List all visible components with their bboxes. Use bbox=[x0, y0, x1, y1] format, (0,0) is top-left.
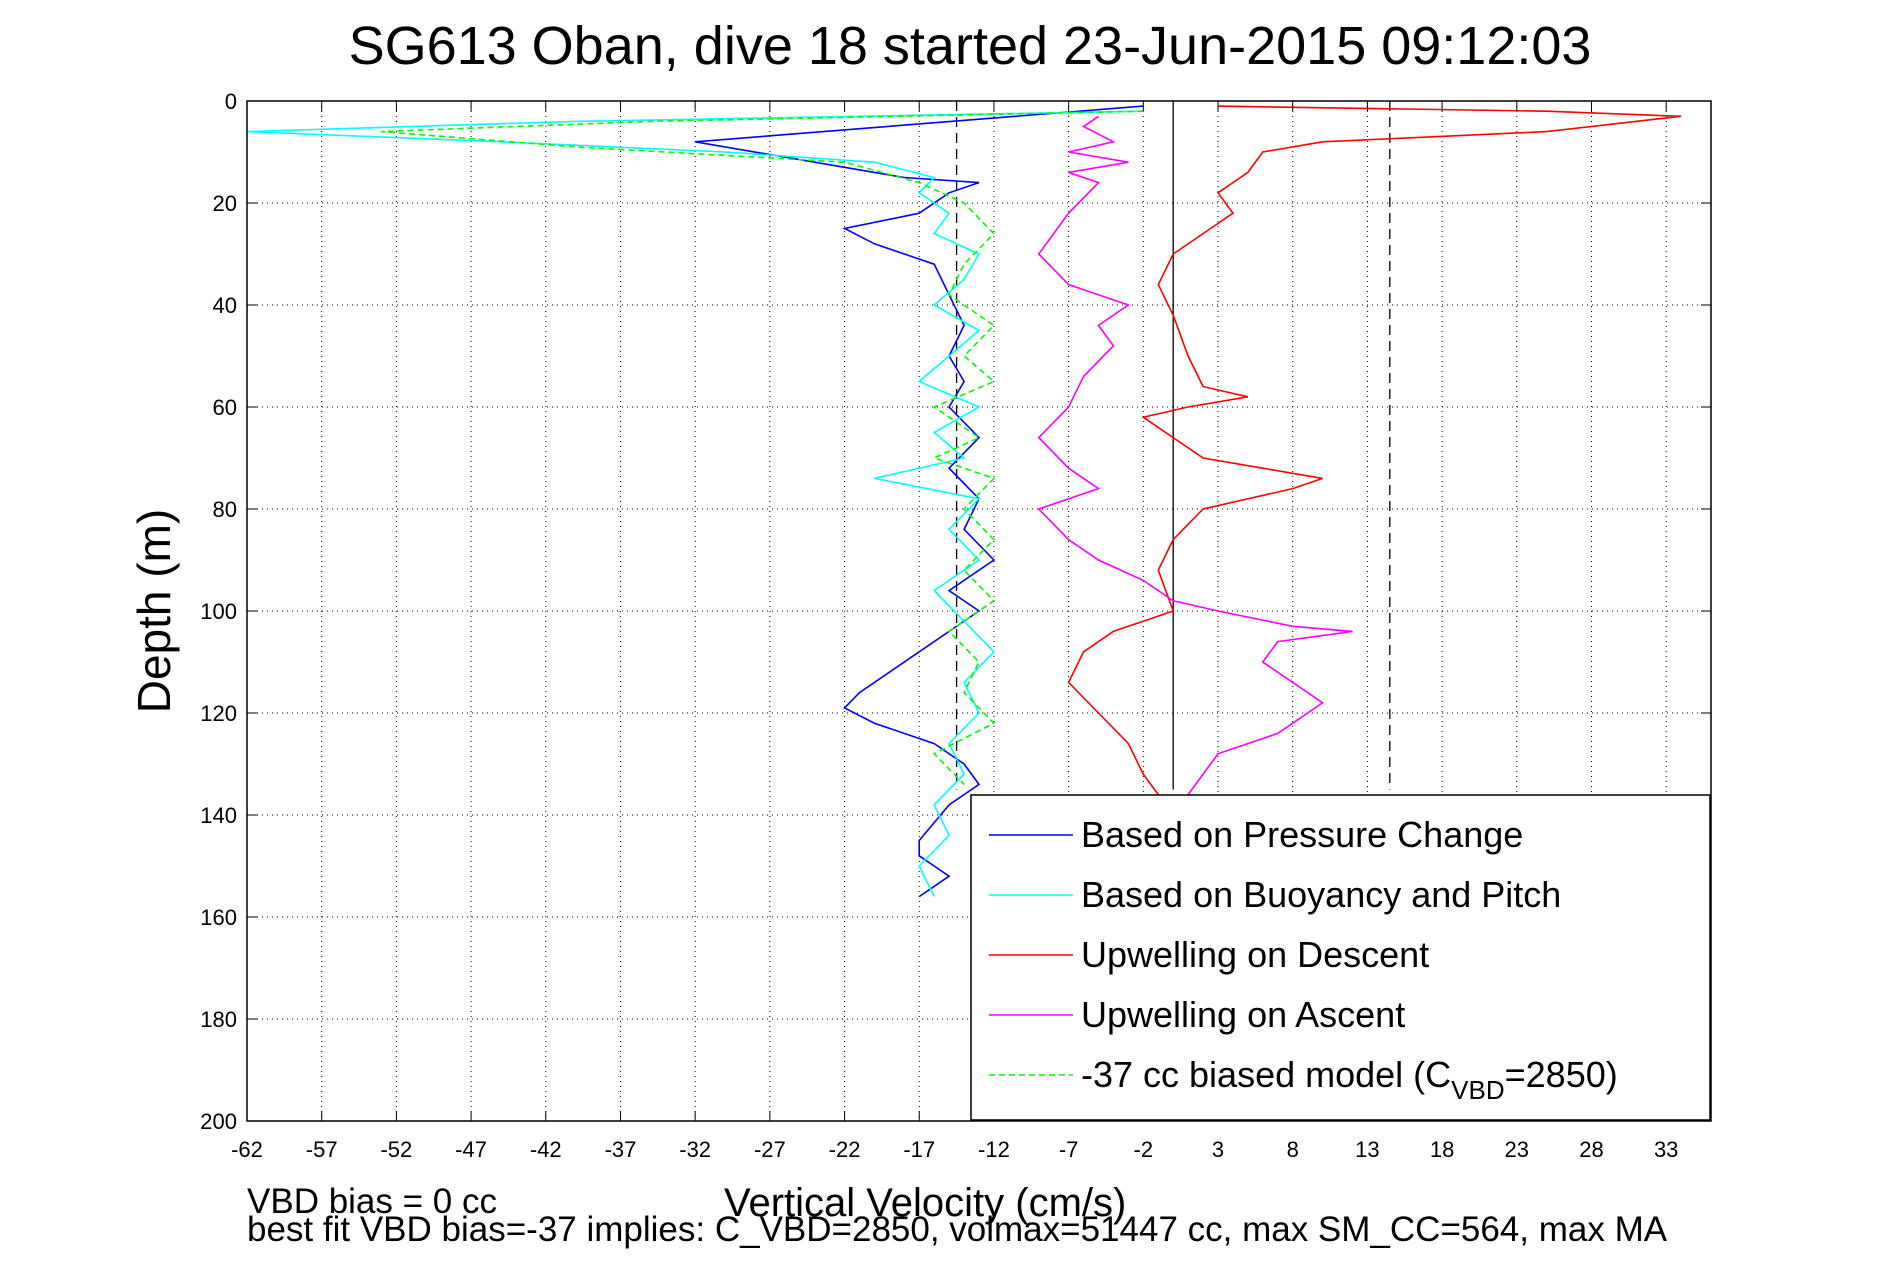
y-tick-label: 60 bbox=[213, 395, 237, 420]
legend-entry: Based on Pressure Change bbox=[1081, 814, 1523, 855]
legend-entry-subscript: VBD bbox=[1451, 1075, 1504, 1105]
x-tick-label: -62 bbox=[231, 1137, 263, 1162]
y-tick-label: 100 bbox=[200, 599, 237, 624]
legend-entry: -37 cc biased model (CVBD=2850) bbox=[1081, 1054, 1618, 1105]
x-tick-label: -2 bbox=[1134, 1137, 1154, 1162]
x-tick-label: 3 bbox=[1212, 1137, 1224, 1162]
x-tick-label: 33 bbox=[1654, 1137, 1678, 1162]
legend-entry: Upwelling on Ascent bbox=[1081, 994, 1405, 1035]
x-tick-label: -42 bbox=[530, 1137, 562, 1162]
y-tick-label: 160 bbox=[200, 905, 237, 930]
y-tick-label: 120 bbox=[200, 701, 237, 726]
reference-lines bbox=[955, 101, 1391, 790]
x-tick-label: -47 bbox=[455, 1137, 487, 1162]
legend-entry-end: =2850) bbox=[1505, 1054, 1618, 1095]
plot-border bbox=[246, 100, 1712, 1122]
series-line-3 bbox=[1037, 115, 1353, 796]
y-tick-label: 200 bbox=[200, 1109, 237, 1134]
series-line-1 bbox=[246, 110, 1144, 897]
x-tick-label: -32 bbox=[679, 1137, 711, 1162]
y-tick-label: 80 bbox=[213, 497, 237, 522]
x-tick-label: -7 bbox=[1059, 1137, 1079, 1162]
x-tick-labels: -62 -57 -52 -47 -42 -37 -32 -27 -22 -17 -12 -7 -2 3 8 1… bbox=[231, 1137, 1678, 1162]
footer-line-2: best fit VBD bias=-37 implies: C_VBD=285… bbox=[247, 1210, 1668, 1249]
x-tick-label: 18 bbox=[1430, 1137, 1454, 1162]
x-tick-label: -52 bbox=[380, 1137, 412, 1162]
legend-box bbox=[970, 794, 1711, 1121]
legend: Based on Pressure Change Based on Buoyanc… bbox=[970, 794, 1711, 1121]
series-line-0 bbox=[695, 105, 1144, 898]
x-tick-label: -22 bbox=[829, 1137, 861, 1162]
y-tick-label: 20 bbox=[213, 191, 237, 216]
x-tick-label: -27 bbox=[754, 1137, 786, 1162]
footer-line-1: VBD bias = 0 cc bbox=[247, 1182, 497, 1221]
y-tick-labels: 0 20 40 60 80 100 120 140 160 180 200 bbox=[200, 89, 237, 1134]
series-line-2 bbox=[1067, 105, 1682, 796]
series-line-4 bbox=[381, 110, 1144, 785]
x-tick-label: -17 bbox=[903, 1137, 935, 1162]
x-tick-label: -12 bbox=[978, 1137, 1010, 1162]
legend-entry: Based on Buoyancy and Pitch bbox=[1081, 874, 1561, 915]
x-tick-label: 8 bbox=[1287, 1137, 1299, 1162]
legend-entry-text: -37 cc biased model (C bbox=[1081, 1054, 1451, 1095]
legend-entry: Upwelling on Descent bbox=[1081, 934, 1429, 975]
y-tick-label: 0 bbox=[225, 89, 237, 114]
y-tick-label: 180 bbox=[200, 1007, 237, 1032]
x-tick-label: 28 bbox=[1579, 1137, 1603, 1162]
y-tick-label: 40 bbox=[213, 293, 237, 318]
x-tick-label: -57 bbox=[306, 1137, 338, 1162]
x-axis-label: Vertical Velocity (cm/s) bbox=[724, 1181, 1126, 1225]
chart-title: SG613 Oban, dive 18 started 23-Jun-2015 … bbox=[349, 16, 1592, 76]
y-tick-label: 140 bbox=[200, 803, 237, 828]
x-tick-label: 23 bbox=[1505, 1137, 1529, 1162]
x-tick-label: 13 bbox=[1355, 1137, 1379, 1162]
x-tick-label: -37 bbox=[605, 1137, 637, 1162]
y-axis-label: Depth (m) bbox=[128, 509, 180, 713]
series-lines bbox=[246, 105, 1682, 898]
